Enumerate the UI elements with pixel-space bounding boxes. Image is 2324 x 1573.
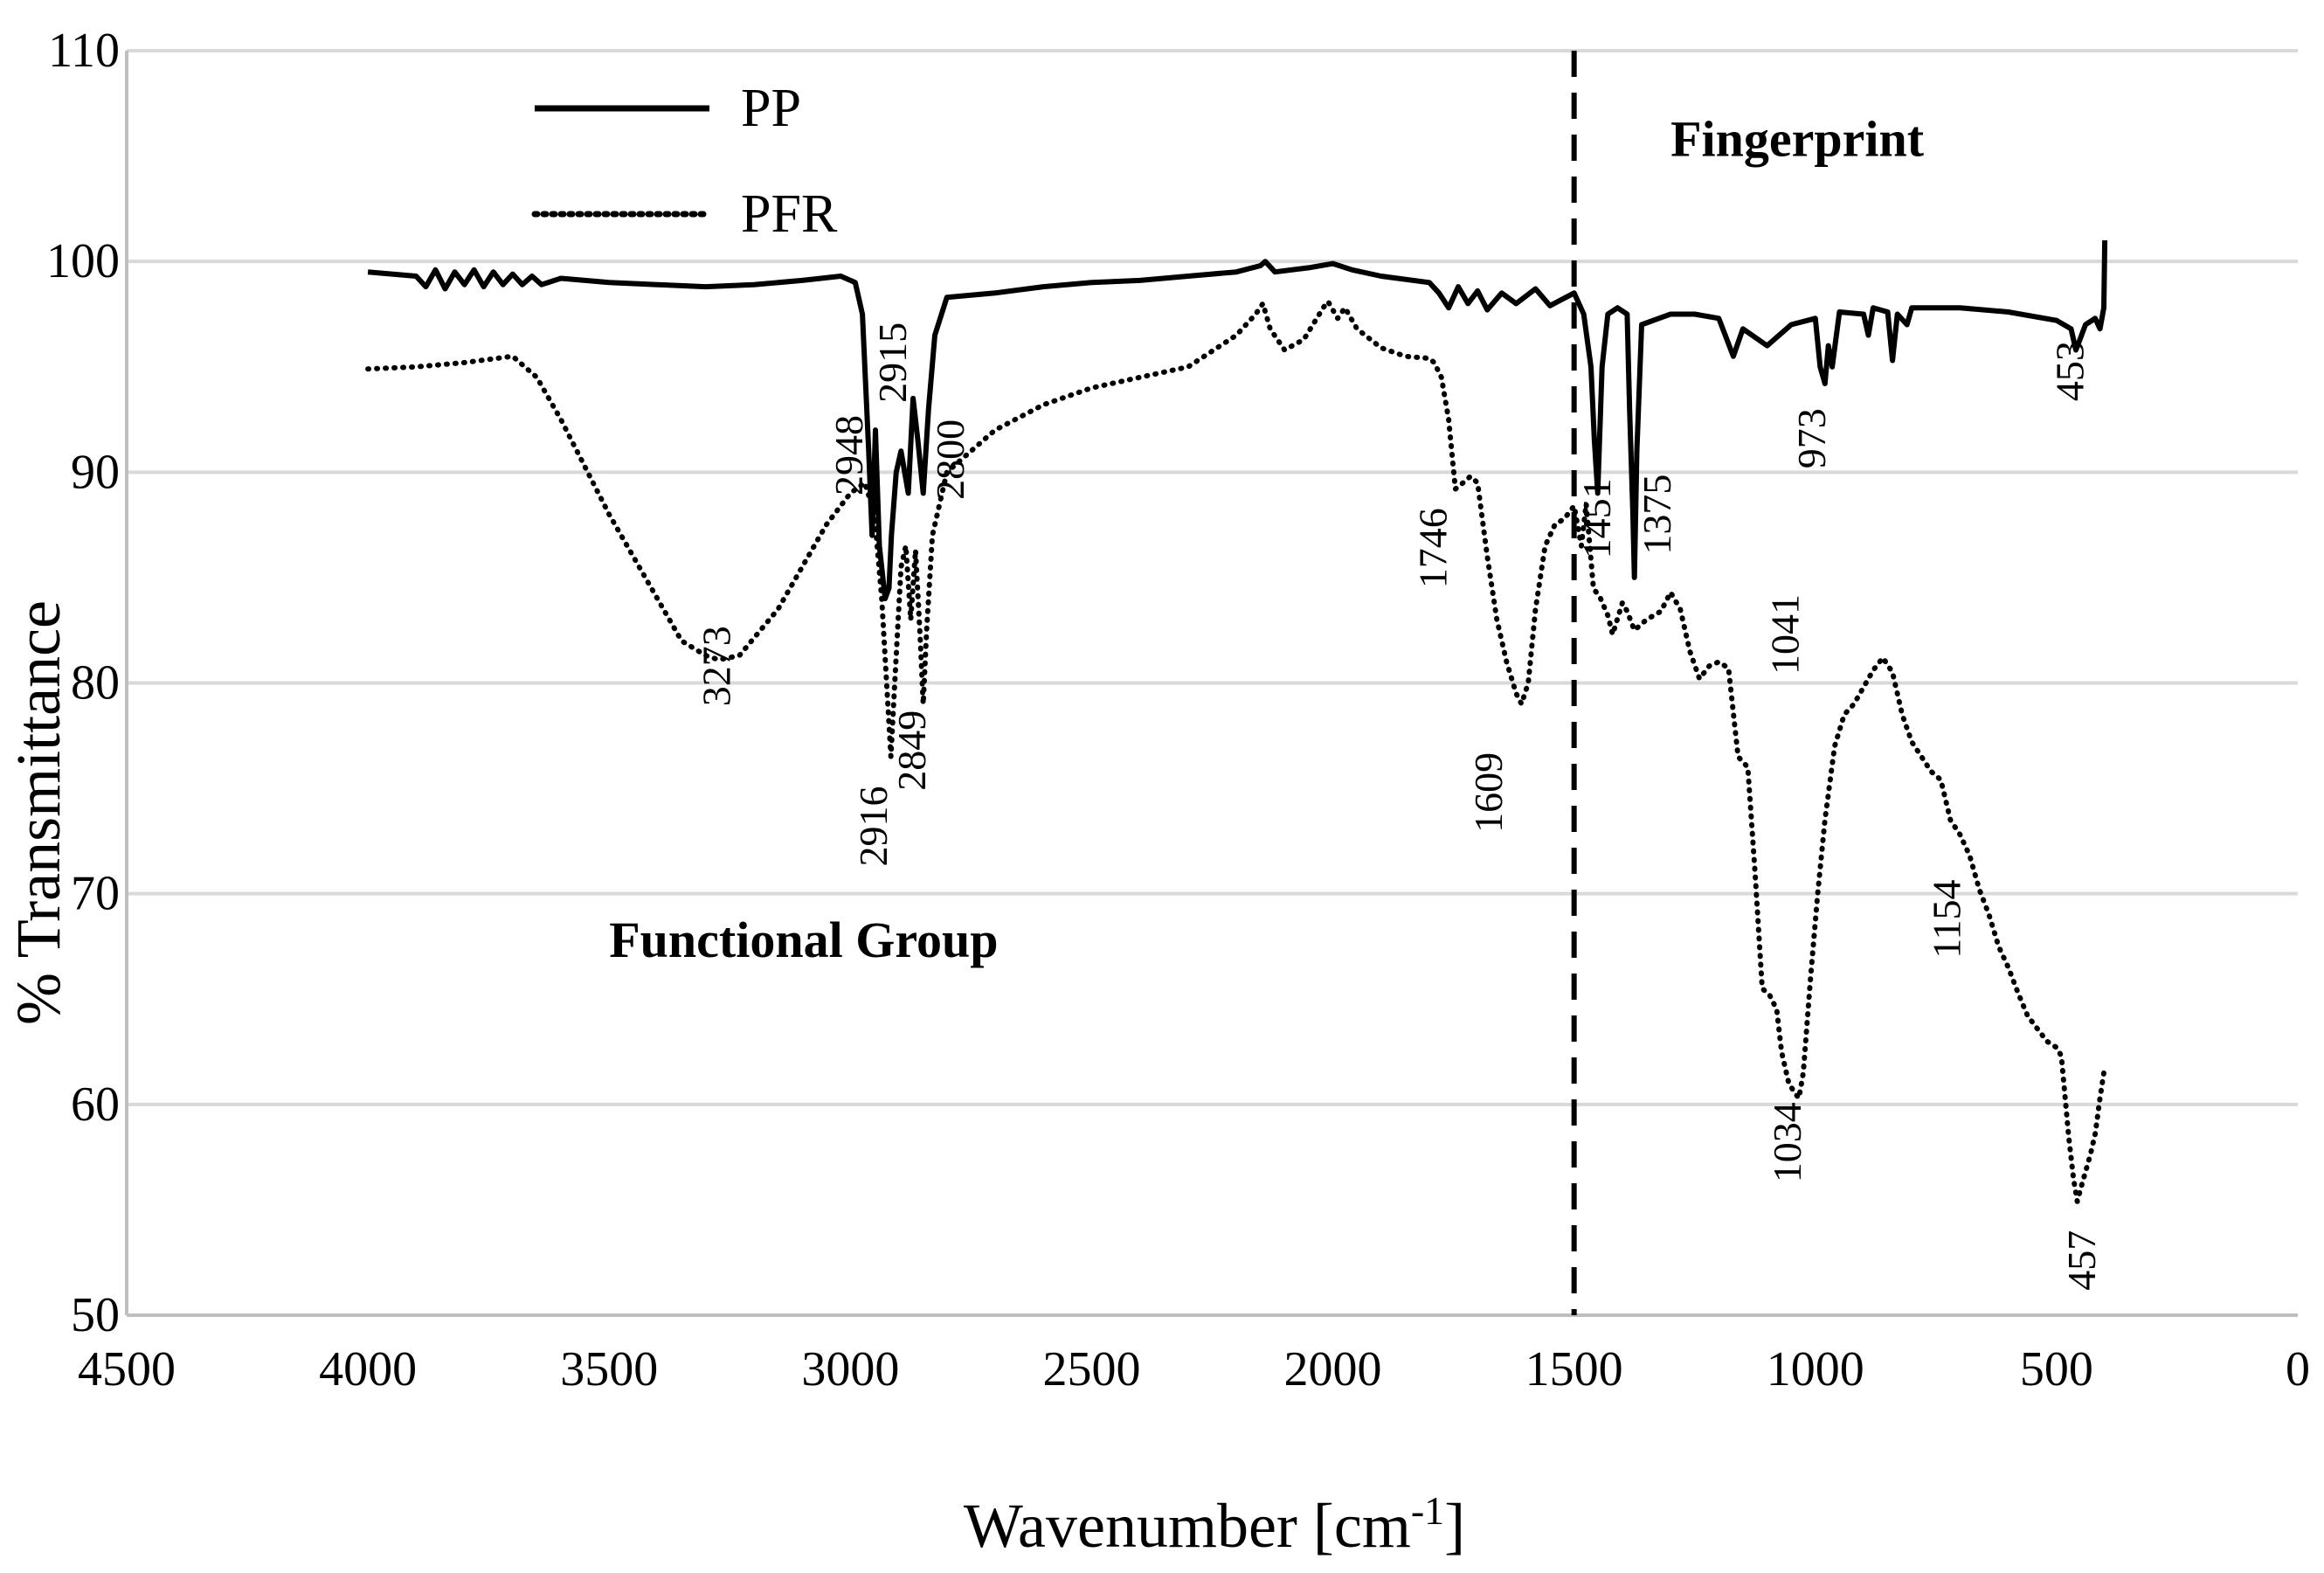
x-tick-label-4000: 4000 xyxy=(319,1342,417,1396)
x-tick-label-0: 0 xyxy=(2286,1342,2310,1396)
peak-label-1041: 1041 xyxy=(1762,594,1807,675)
x-tick-label-3000: 3000 xyxy=(801,1342,899,1396)
y-tick-label-70: 70 xyxy=(71,867,120,921)
peak-label-2800: 2800 xyxy=(928,419,972,500)
x-tick-label-1000: 1000 xyxy=(1767,1342,1864,1396)
y-tick-labels: 50 60 70 80 90 100 110 xyxy=(46,24,120,1342)
axes xyxy=(125,51,2298,1317)
peak-label-1154: 1154 xyxy=(1924,879,1968,958)
legend: PP PFR xyxy=(531,79,838,244)
region-labels: Functional Group Fingerprint xyxy=(609,111,1925,968)
x-axis-title-sup: -1 xyxy=(1411,1488,1444,1533)
y-tick-label-60: 60 xyxy=(71,1078,120,1132)
peak-label-1034: 1034 xyxy=(1765,1102,1809,1182)
y-tick-label-110: 110 xyxy=(48,24,120,78)
peak-label-2849: 2849 xyxy=(889,710,934,791)
peak-label-457: 457 xyxy=(2059,1230,2104,1291)
peak-label-1451: 1451 xyxy=(1574,478,1619,558)
y-tick-label-90: 90 xyxy=(71,445,120,499)
grid-lines xyxy=(127,49,2298,1106)
x-axis-title: Wavenumber [cm-1] xyxy=(964,1488,1465,1561)
peak-label-2916: 2916 xyxy=(851,786,896,867)
x-tick-label-2500: 2500 xyxy=(1042,1342,1140,1396)
x-tick-label-2000: 2000 xyxy=(1284,1342,1382,1396)
peak-label-1375: 1375 xyxy=(1635,475,1679,555)
x-axis-title-main: Wavenumber [cm xyxy=(964,1491,1411,1561)
region-label-functional-group: Functional Group xyxy=(609,911,998,968)
y-tick-label-50: 50 xyxy=(71,1288,120,1342)
peak-label-2948: 2948 xyxy=(827,415,871,495)
peak-label-453: 453 xyxy=(2047,341,2092,401)
series-line-pfr xyxy=(365,299,2108,1204)
x-tick-label-4500: 4500 xyxy=(78,1342,176,1396)
peak-label-2915: 2915 xyxy=(870,322,915,403)
y-tick-label-80: 80 xyxy=(71,656,120,710)
peak-label-1609: 1609 xyxy=(1466,752,1511,833)
legend-label-pp: PP xyxy=(741,79,801,138)
y-tick-label-100: 100 xyxy=(46,234,120,288)
region-label-fingerprint: Fingerprint xyxy=(1670,111,1925,168)
x-tick-label-3500: 3500 xyxy=(560,1342,658,1396)
data-series xyxy=(365,239,2108,1204)
legend-label-pfr: PFR xyxy=(741,184,838,244)
peak-label-973: 973 xyxy=(1789,408,1834,468)
x-tick-label-500: 500 xyxy=(2020,1342,2093,1396)
y-axis-title: % Transmittance xyxy=(3,600,73,1025)
peak-label-3273: 3273 xyxy=(694,626,738,706)
x-tick-label-1500: 1500 xyxy=(1525,1342,1623,1396)
x-tick-labels: 4500 4000 3500 3000 2500 2000 1500 1000 500 0 xyxy=(78,1342,2310,1396)
series-line-pp xyxy=(367,239,2108,601)
x-axis-title-end: ] xyxy=(1444,1491,1465,1561)
peak-label-1746: 1746 xyxy=(1410,508,1455,588)
